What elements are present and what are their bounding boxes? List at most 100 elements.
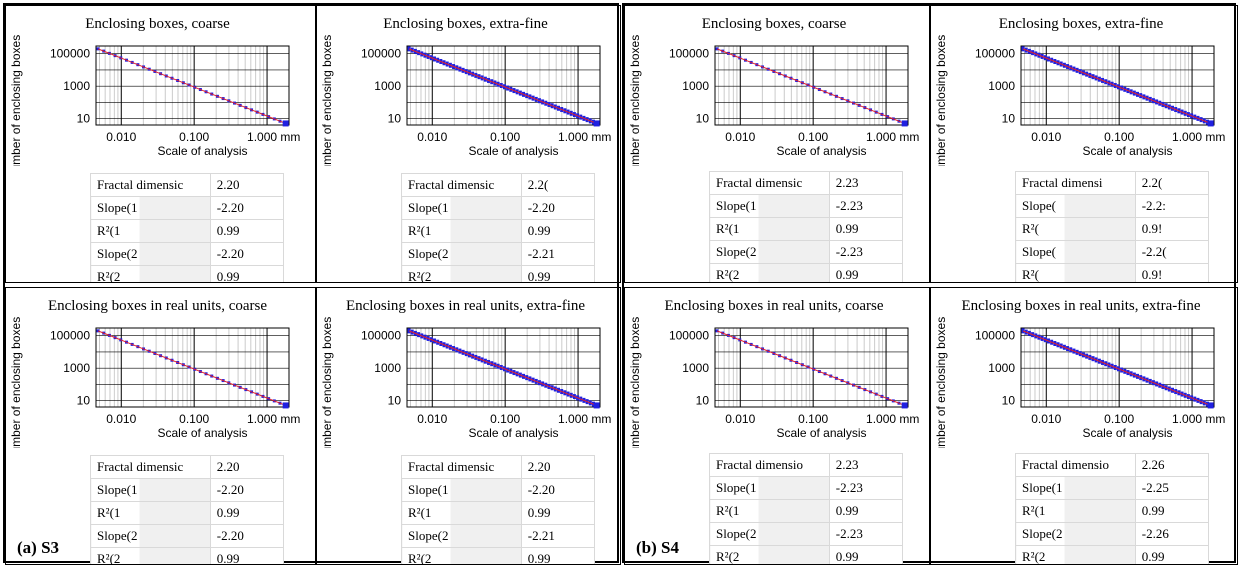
stats-row: R²(1 0.99	[401, 501, 596, 525]
stat-name: R²(2	[90, 547, 211, 564]
stats-row: Fractal dimensic 2.23	[709, 171, 904, 195]
stats-row: Fractal dimensio 2.23	[709, 453, 904, 477]
end-marker	[282, 120, 289, 127]
end-marker	[593, 120, 600, 127]
stats-row: R²(2 0.99	[709, 263, 904, 282]
y-tick-label: 1000	[374, 79, 401, 93]
stat-name: R²(1	[90, 219, 211, 243]
stats-row: Slope(2 -2.20	[90, 524, 285, 548]
stats-row: Slope(1 -2.25	[1015, 476, 1210, 500]
fit-line	[408, 48, 597, 124]
stats-table: Fractal dimensic 2.20 Slope(1 -2.20 R²(1 0.99…	[90, 173, 285, 282]
y-tick-label: 10	[388, 112, 402, 126]
y-tick-label: 10	[1002, 394, 1016, 408]
stat-name: Fractal dimensic	[90, 455, 211, 479]
stat-value: -2.2(	[1134, 240, 1210, 264]
stats-row: R²(2 0.99	[401, 265, 596, 282]
x-axis-label: Scale of analysis	[776, 144, 866, 158]
y-tick-label: 1000	[682, 361, 709, 375]
plot-frame	[714, 327, 909, 408]
x-tick-label: 1.000 mm	[866, 412, 919, 426]
stat-value: 2.26	[1134, 453, 1210, 477]
stats-row: Slope(1 -2.23	[709, 194, 904, 218]
x-tick-label: 0.100	[490, 412, 520, 426]
stat-value: -2.23	[828, 522, 904, 546]
x-tick-label: 0.100	[1104, 130, 1134, 144]
figure-group-a: Enclosing boxes, coarse Number of enclosi…	[3, 3, 621, 565]
stats-row: R²(1 0.99	[90, 501, 285, 525]
fit-line	[97, 330, 286, 406]
stat-name: R²(1	[709, 217, 830, 241]
x-axis-label: Scale of analysis	[157, 144, 247, 158]
stats-row: Slope(1 -2.20	[401, 196, 596, 220]
stats-row: Slope(1 -2.20	[401, 478, 596, 502]
chart-svg: Enclosing boxes, extra-fine Number of enc…	[934, 16, 1225, 166]
panel-2: Enclosing boxes, extra-fine Number of enc…	[316, 5, 621, 283]
y-tick-label: 10	[696, 394, 710, 408]
x-tick-label: 0.100	[798, 412, 828, 426]
stat-value: 2.20	[209, 455, 285, 479]
panel-8: Enclosing boxes in real units, extra-fin…	[930, 287, 1238, 565]
end-marker	[593, 402, 600, 409]
plot-frame	[95, 327, 290, 408]
y-axis-label: Number of enclosing boxes	[320, 35, 334, 166]
fit-line	[716, 48, 905, 124]
stat-value: -2.23	[828, 194, 904, 218]
stat-name: Fractal dimensi	[1015, 171, 1136, 195]
panel-1: Enclosing boxes, coarse Number of enclosi…	[5, 5, 316, 283]
stat-value: 2.23	[828, 171, 904, 195]
stat-name: R²(2	[709, 263, 830, 282]
x-axis-label: Scale of analysis	[468, 426, 558, 440]
x-tick-label: 0.100	[179, 130, 209, 144]
stat-name: Slope(2	[1015, 522, 1136, 546]
stat-value: -2.23	[828, 476, 904, 500]
stats-table: Fractal dimensio 2.26 Slope(1 -2.25 R²(1 0.99…	[1015, 453, 1210, 564]
stat-name: R²(2	[401, 547, 522, 564]
stat-value: 2.20	[209, 173, 285, 197]
stat-value: 0.99	[209, 501, 285, 525]
stat-value: 0.99	[209, 265, 285, 282]
y-tick-label: 1000	[988, 79, 1015, 93]
data-point	[1021, 46, 1025, 52]
stat-name: R²(2	[90, 265, 211, 282]
end-marker	[282, 402, 289, 409]
panel-title: Enclosing boxes in real units, extra-fin…	[961, 298, 1200, 314]
stat-name: Slope(2	[401, 242, 522, 266]
stat-value: 2.2(	[1134, 171, 1210, 195]
y-axis-label: Number of enclosing boxes	[934, 35, 948, 166]
stats-row: Fractal dimensi 2.2(	[1015, 171, 1210, 195]
x-tick-label: 1.000 mm	[247, 412, 300, 426]
stats-row: R²(0.9!	[1015, 217, 1210, 241]
stat-name: Slope(1	[90, 196, 211, 220]
x-tick-label: 1.000 mm	[1172, 130, 1225, 144]
stat-value: -2.20	[209, 524, 285, 548]
stats-row: Fractal dimensic 2.20	[401, 455, 596, 479]
stats-row: R²(2 0.99	[709, 545, 904, 564]
y-tick-label: 100000	[50, 329, 90, 343]
stat-name: Slope(1	[401, 196, 522, 220]
y-axis-label: Number of enclosing boxes	[320, 317, 334, 448]
stat-name: Slope(	[1015, 240, 1136, 264]
stat-name: R²(2	[709, 545, 830, 564]
stat-name: R²(1	[709, 499, 830, 523]
x-tick-label: 0.010	[1031, 130, 1061, 144]
y-tick-label: 1000	[988, 361, 1015, 375]
x-tick-label: 0.010	[725, 130, 755, 144]
stats-row: Slope(1 -2.23	[709, 476, 904, 500]
plot-frame	[406, 327, 601, 408]
stats-row: R²(0.9!	[1015, 263, 1210, 282]
y-tick-label: 1000	[374, 361, 401, 375]
x-axis-label: Scale of analysis	[1082, 144, 1172, 158]
stat-value: 0.99	[520, 501, 596, 525]
stat-name: R²(1	[401, 501, 522, 525]
plot-frame	[1020, 327, 1215, 408]
x-axis-label: Scale of analysis	[776, 426, 866, 440]
stat-value: 0.99	[828, 499, 904, 523]
stat-value: -2.20	[209, 196, 285, 220]
y-tick-label: 100000	[669, 329, 709, 343]
stat-name: R²(1	[90, 501, 211, 525]
x-axis-label: Scale of analysis	[157, 426, 247, 440]
chart-svg: Enclosing boxes, coarse Number of enclosi…	[628, 16, 919, 166]
stat-value: 0.99	[209, 219, 285, 243]
stat-value: 0.99	[828, 217, 904, 241]
